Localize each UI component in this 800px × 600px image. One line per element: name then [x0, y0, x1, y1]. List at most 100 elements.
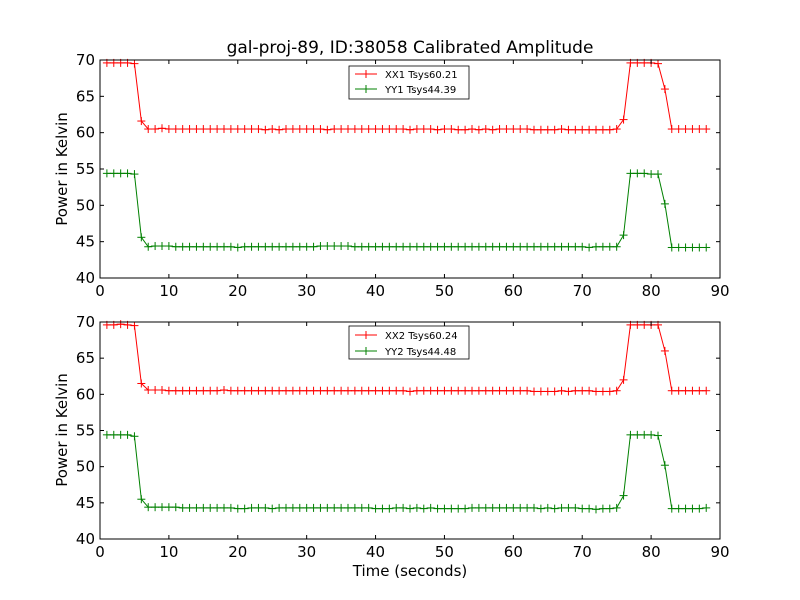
bottom-series-1-point — [660, 461, 669, 470]
top-series-1-point — [406, 242, 414, 251]
bottom-series-0-point — [681, 386, 690, 395]
bottom-series-1-point — [626, 430, 635, 439]
bottom-series-0-point — [316, 386, 325, 395]
bottom-series-1-point — [488, 503, 497, 512]
bottom-series-1-point — [461, 504, 470, 513]
bottom-series-1-point — [447, 504, 456, 513]
top-series-0-point — [199, 125, 208, 134]
top-series-0-point — [702, 125, 711, 134]
bottom-series-0-point — [323, 386, 332, 395]
top-series-1-point — [440, 242, 449, 251]
top-series-0-point — [433, 125, 442, 134]
bottom-y-tick-label: 45 — [76, 494, 95, 512]
top-series-1-point — [233, 243, 242, 252]
top-series-0-point — [226, 125, 235, 134]
bottom-series-0-point — [151, 385, 160, 394]
bottom-series-1-point — [440, 504, 449, 513]
top-series-1-point — [688, 243, 697, 252]
top-series-1-point — [516, 242, 525, 251]
top-series-1-point — [192, 242, 201, 251]
bottom-series-1-point — [543, 503, 552, 512]
bottom-series-1-point — [530, 503, 538, 512]
bottom-series-0-point — [206, 386, 215, 395]
bottom-series-0-point — [282, 386, 290, 395]
bottom-series-1-point — [151, 503, 160, 512]
bottom-x-tick-label: 90 — [710, 543, 729, 561]
top-series-0-point — [426, 125, 435, 134]
top-x-tick-label: 70 — [573, 282, 592, 300]
bottom-series-1-point — [247, 503, 256, 512]
top-series-1-point — [647, 170, 656, 179]
top-y-tick-label: 40 — [76, 269, 95, 287]
top-series-1-point — [275, 242, 284, 251]
top-series-0-point — [516, 125, 525, 134]
bottom-x-tick-label: 20 — [228, 543, 247, 561]
bottom-series-0-point — [185, 386, 194, 395]
bottom-series-1-point — [344, 503, 352, 512]
bottom-series-0-point — [344, 386, 352, 395]
bottom-series-0-point — [509, 386, 518, 395]
top-y-tick-label: 65 — [76, 87, 95, 105]
top-series-0-point — [185, 125, 194, 134]
bottom-series-0-point — [550, 387, 559, 396]
top-series-1-point — [213, 242, 222, 251]
bottom-y-tick-label: 60 — [76, 385, 95, 403]
bottom-series-1-point — [654, 431, 662, 440]
bottom-series-0-point — [130, 321, 139, 330]
bottom-series-1-point — [667, 504, 676, 513]
bottom-series-1-point — [695, 504, 704, 513]
top-series-0-point — [254, 125, 263, 134]
top-series-1-point — [523, 242, 532, 251]
bottom-y-tick-label: 70 — [76, 313, 95, 331]
bottom-series-0-point — [557, 386, 566, 395]
bottom-x-ticks: 0 10 20 30 40 50 60 70 80 90 — [95, 322, 730, 561]
top-series-0-point — [344, 125, 352, 134]
top-series-1-point — [364, 242, 373, 251]
top-series-0-point — [323, 125, 332, 134]
top-y-tick-label: 55 — [76, 160, 95, 178]
top-series-0-point — [275, 125, 284, 134]
bottom-legend-label-xx2: XX2 Tsys60.24 — [385, 331, 458, 342]
top-series-0-point — [674, 125, 683, 134]
bottom-series-1-point — [378, 504, 387, 513]
top-y-tick-label: 50 — [76, 196, 95, 214]
bottom-y-tick-label: 55 — [76, 422, 95, 440]
top-series-1-point — [323, 242, 332, 251]
top-y-ticks: 40 45 50 55 60 65 70 — [76, 51, 720, 287]
bottom-series-1-point — [116, 430, 125, 439]
bottom-x-tick-label: 0 — [95, 543, 105, 561]
bottom-series-1-point — [454, 504, 463, 513]
bottom-series-1-point — [633, 430, 642, 439]
bottom-series-0-point — [474, 386, 483, 395]
top-y-tick-label: 60 — [76, 124, 95, 142]
top-series-0-point — [667, 125, 676, 134]
top-x-tick-label: 10 — [159, 282, 178, 300]
bottom-series-0-point — [426, 386, 435, 395]
top-series-0-point — [612, 125, 621, 134]
bottom-series-0-point — [247, 386, 256, 395]
top-series-1-point — [102, 169, 111, 178]
top-series-1-point — [426, 242, 435, 251]
bottom-series-1-point — [282, 503, 290, 512]
bottom-series-1-point — [137, 495, 146, 504]
bottom-x-tick-label: 70 — [573, 543, 592, 561]
top-series-1-point — [158, 242, 166, 251]
top-series-0-point — [178, 125, 187, 134]
bottom-series-1-point — [371, 504, 380, 513]
top-series-1-point — [447, 242, 456, 251]
top-series-0-point — [337, 125, 346, 134]
top-series-0-point — [605, 125, 614, 134]
top-series-0-point — [240, 125, 249, 134]
top-series-1-point — [392, 242, 401, 251]
bottom-series-0-point — [419, 386, 428, 395]
bottom-series-1-point — [206, 503, 215, 512]
bottom-series-0-point — [619, 375, 628, 384]
bottom-series-0-point — [495, 386, 504, 395]
top-x-tick-label: 60 — [504, 282, 523, 300]
top-series-1-point — [137, 233, 146, 242]
bottom-series-1-point — [647, 430, 656, 439]
top-series-1-point — [495, 242, 504, 251]
bottom-series-1-point — [144, 503, 153, 512]
bottom-series-0-point — [240, 386, 249, 395]
bottom-series-0-point — [309, 386, 318, 395]
